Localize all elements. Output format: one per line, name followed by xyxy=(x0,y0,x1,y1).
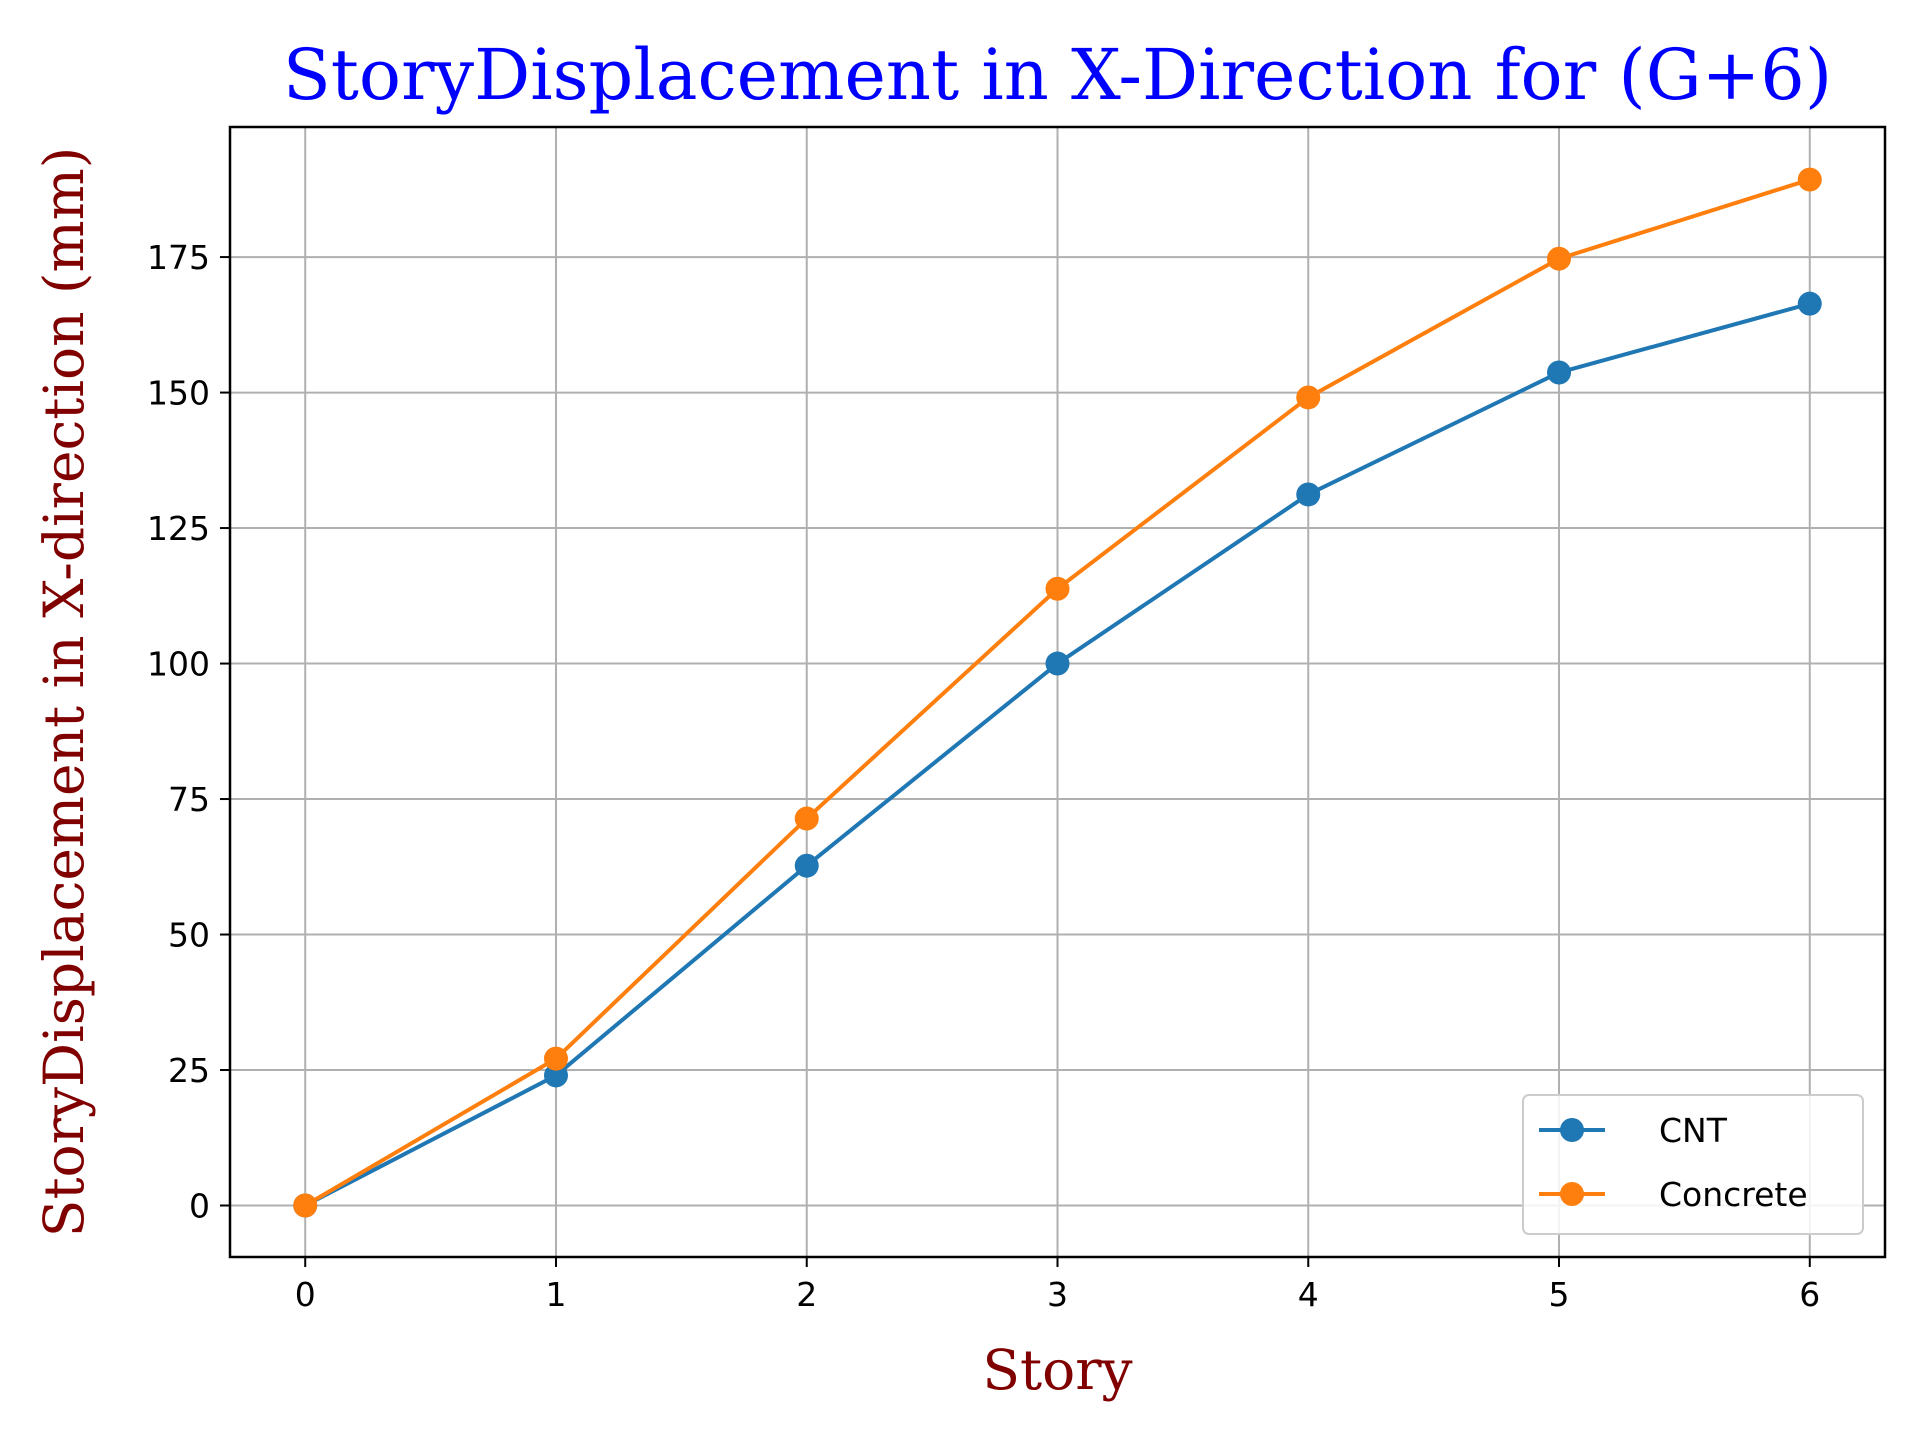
x-tick-label: 6 xyxy=(1799,1275,1820,1314)
series-layer xyxy=(293,167,1822,1218)
x-tick-label: 5 xyxy=(1549,1275,1570,1314)
legend-label: CNT xyxy=(1659,1111,1728,1150)
y-tick-label: 125 xyxy=(147,509,210,548)
x-tick-label: 3 xyxy=(1047,1275,1068,1314)
legend-marker xyxy=(1560,1118,1584,1142)
legend-label: Concrete xyxy=(1659,1175,1808,1214)
x-tick-label: 0 xyxy=(295,1275,316,1314)
y-tick-label: 25 xyxy=(168,1051,210,1090)
data-point xyxy=(543,1046,568,1071)
data-point xyxy=(1797,291,1822,316)
x-axis-label: Story xyxy=(982,1338,1132,1402)
legend-item-concrete: Concrete xyxy=(1539,1175,1808,1214)
y-tick-label: 100 xyxy=(147,645,210,684)
data-point xyxy=(1045,576,1070,601)
data-point xyxy=(1045,651,1070,676)
legend-marker xyxy=(1560,1182,1584,1206)
data-point xyxy=(1296,482,1321,507)
y-tick-label: 175 xyxy=(147,238,210,277)
x-tick-label: 4 xyxy=(1298,1275,1319,1314)
legend-item-cnt: CNT xyxy=(1539,1111,1728,1150)
data-point xyxy=(293,1193,318,1218)
data-point xyxy=(1547,360,1572,385)
data-point xyxy=(794,806,819,831)
legend: CNT Concrete xyxy=(1522,1094,1864,1235)
legend-box xyxy=(1522,1094,1864,1235)
chart-title: StoryDisplacement in X-Direction for (G+… xyxy=(283,34,1832,116)
y-tick-label: 75 xyxy=(168,780,210,819)
data-point xyxy=(794,853,819,878)
y-tick-label: 0 xyxy=(189,1187,210,1226)
grid xyxy=(230,127,1885,1257)
data-point xyxy=(1296,385,1321,410)
data-point xyxy=(1547,246,1572,271)
ticks: 0 1 2 3 4 5 6 0 25 50 75 100 125 150 175 xyxy=(147,238,1820,1314)
x-tick-label: 1 xyxy=(545,1275,566,1314)
data-point xyxy=(543,1063,568,1088)
series-concrete xyxy=(293,167,1822,1218)
y-tick-label: 150 xyxy=(147,374,210,413)
y-tick-label: 50 xyxy=(168,916,210,955)
data-point xyxy=(1797,167,1822,192)
y-axis-label: StoryDisplacement in X-direction (mm) xyxy=(32,147,96,1237)
x-tick-label: 2 xyxy=(796,1275,817,1314)
